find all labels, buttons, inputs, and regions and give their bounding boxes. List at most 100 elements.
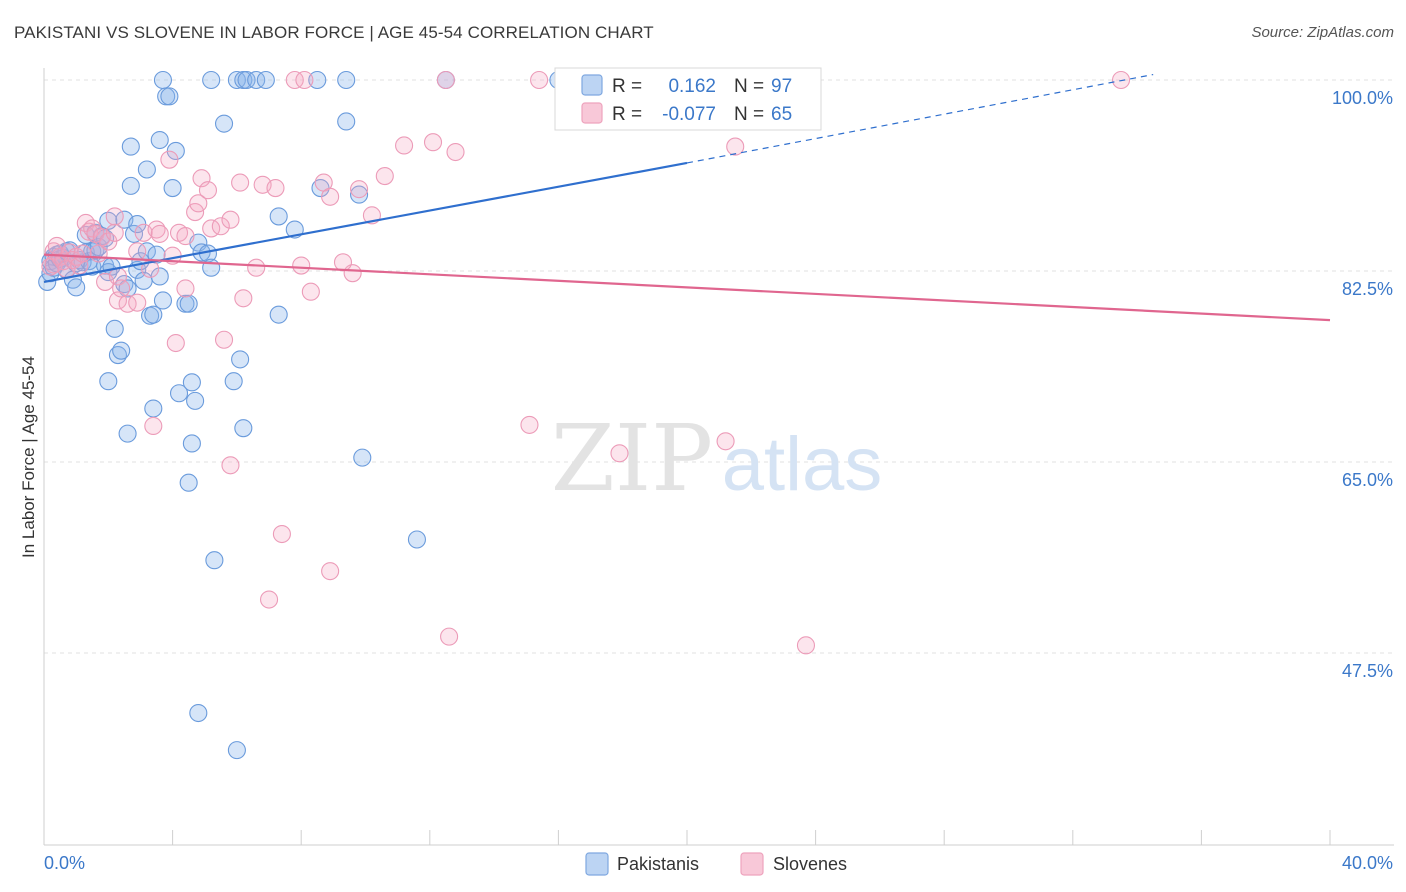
legend-r-label: R = xyxy=(612,76,642,97)
data-point-slovenes xyxy=(176,279,195,298)
data-point-pakistanis xyxy=(202,70,221,90)
data-point-slovenes xyxy=(301,282,320,301)
data-point-slovenes xyxy=(150,224,169,243)
legend-swatch-slovenes xyxy=(581,102,603,124)
legend-n-value: 65 xyxy=(771,104,792,125)
data-point-pakistanis xyxy=(256,70,275,90)
legend-r-label: R = xyxy=(612,104,642,125)
data-point-slovenes xyxy=(726,137,745,156)
legend-swatch-pakistanis xyxy=(581,74,603,96)
data-point-slovenes xyxy=(231,173,250,192)
data-point-pakistanis xyxy=(186,391,205,410)
legend-n-value: 97 xyxy=(771,76,792,97)
data-point-slovenes xyxy=(350,180,369,199)
data-point-slovenes xyxy=(395,136,414,155)
data-point-pakistanis xyxy=(144,399,163,418)
data-point-slovenes xyxy=(716,432,735,451)
legend-r-value: -0.077 xyxy=(662,104,716,125)
data-point-pakistanis xyxy=(112,341,131,360)
data-point-pakistanis xyxy=(205,551,224,570)
legend-n-label: N = xyxy=(734,76,764,97)
data-point-slovenes xyxy=(266,179,285,198)
data-point-pakistanis xyxy=(269,207,288,226)
data-point-slovenes xyxy=(796,636,816,655)
data-point-slovenes xyxy=(610,444,629,463)
data-point-pakistanis xyxy=(227,70,246,90)
data-point-pakistanis xyxy=(105,319,124,338)
data-point-slovenes xyxy=(198,181,218,200)
y-tick-label: 65.0% xyxy=(1342,470,1393,490)
trend-line-slovenes xyxy=(43,253,1331,322)
data-point-pakistanis xyxy=(153,70,173,90)
data-point-pakistanis xyxy=(350,185,369,204)
data-point-pakistanis xyxy=(224,372,243,391)
data-point-pakistanis xyxy=(121,176,140,195)
data-point-slovenes xyxy=(189,194,208,213)
data-point-pakistanis xyxy=(179,473,198,492)
data-point-pakistanis xyxy=(179,294,198,313)
data-point-pakistanis xyxy=(189,703,208,723)
data-point-slovenes xyxy=(234,289,253,308)
data-point-slovenes xyxy=(285,70,304,90)
data-point-slovenes xyxy=(1111,70,1131,90)
data-point-pakistanis xyxy=(124,224,144,243)
correlation-legend: R = 0.162 N = 97 R = -0.077 N = 65 xyxy=(554,67,822,131)
data-point-slovenes xyxy=(73,244,92,263)
data-point-slovenes xyxy=(166,333,185,353)
data-point-pakistanis xyxy=(163,179,182,198)
data-point-slovenes xyxy=(105,223,124,242)
legend-label-slovenes: Slovenes xyxy=(773,854,847,874)
data-point-pakistanis xyxy=(182,373,201,392)
data-point-pakistanis xyxy=(308,70,327,90)
data-point-slovenes xyxy=(214,330,234,349)
y-tick-label: 82.5% xyxy=(1342,279,1393,299)
legend-n-label: N = xyxy=(734,104,764,125)
data-point-pakistanis xyxy=(160,87,179,106)
trend-line-pakistanis xyxy=(43,161,688,283)
data-point-pakistanis xyxy=(231,350,250,369)
data-point-slovenes xyxy=(112,279,131,298)
source-label: Source: ZipAtlas.com xyxy=(1251,24,1394,41)
data-point-slovenes xyxy=(160,150,179,169)
data-point-slovenes xyxy=(530,70,549,90)
data-point-slovenes xyxy=(105,207,124,226)
data-point-pakistanis xyxy=(247,70,266,90)
data-point-pakistanis xyxy=(169,384,189,403)
data-point-slovenes xyxy=(446,142,465,162)
data-point-slovenes xyxy=(221,210,240,229)
data-point-slovenes xyxy=(272,524,291,544)
data-point-slovenes xyxy=(259,590,279,609)
data-point-pakistanis xyxy=(118,424,137,443)
chart-title: PAKISTANI VS SLOVENE IN LABOR FORCE | AG… xyxy=(14,23,654,42)
watermark-zip: ZIP xyxy=(551,405,713,512)
data-point-slovenes xyxy=(108,291,127,310)
x-ticks xyxy=(43,830,1331,845)
data-point-pakistanis xyxy=(150,267,169,286)
data-point-slovenes xyxy=(144,416,163,436)
legend-swatch-pakistanis xyxy=(585,852,609,876)
data-point-pakistanis xyxy=(67,278,86,297)
data-point-slovenes xyxy=(118,294,137,313)
watermark-atlas: atlas xyxy=(722,422,883,507)
data-point-pakistanis xyxy=(144,305,163,324)
data-point-slovenes xyxy=(295,70,314,90)
data-point-slovenes xyxy=(520,415,539,434)
data-point-pakistanis xyxy=(150,130,169,150)
data-point-slovenes xyxy=(375,166,394,186)
data-point-pakistanis xyxy=(337,112,356,131)
data-point-slovenes xyxy=(333,253,353,272)
legend-swatch-slovenes xyxy=(740,852,764,876)
data-point-pakistanis xyxy=(182,434,201,453)
data-point-slovenes xyxy=(321,187,340,206)
y-tick-labels: 100.0% 82.5% 65.0% 47.5% xyxy=(1332,88,1393,681)
legend-label-pakistanis: Pakistanis xyxy=(617,854,699,874)
data-point-slovenes xyxy=(247,258,266,277)
data-point-pakistanis xyxy=(269,305,288,324)
data-point-pakistanis xyxy=(353,448,372,467)
data-point-pakistanis xyxy=(118,279,137,298)
data-point-pakistanis xyxy=(407,530,426,549)
y-tick-label: 100.0% xyxy=(1332,88,1393,108)
data-point-slovenes xyxy=(221,456,240,475)
legend-r-value: 0.162 xyxy=(668,76,716,97)
data-point-slovenes xyxy=(440,627,459,646)
